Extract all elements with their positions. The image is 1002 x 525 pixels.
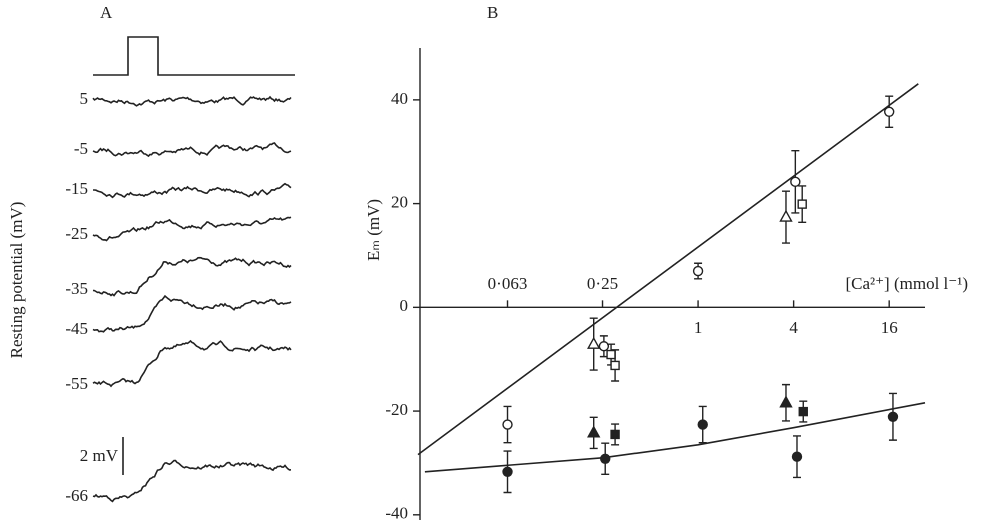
trace-label: -55	[65, 374, 88, 393]
y-tick-label: 40	[391, 89, 408, 108]
marker-triangle	[587, 336, 601, 349]
marker-triangle	[779, 209, 793, 222]
x-axis-label: [Ca²⁺] (mmol l⁻¹)	[845, 274, 968, 293]
scale-bar-label: 2 mV	[80, 446, 119, 465]
marker-circle	[502, 419, 513, 430]
trace-label: 5	[80, 89, 89, 108]
marker-circle	[883, 106, 895, 117]
marker-circle	[692, 265, 704, 277]
panel-letter: A	[100, 3, 113, 22]
marker-circle	[790, 176, 801, 188]
y-tick-label: -20	[385, 400, 408, 419]
trace-label: -25	[65, 224, 88, 243]
trace-label: -35	[65, 279, 88, 298]
x-tick-label: 0·25	[587, 274, 618, 293]
y-tick-label: -40	[385, 504, 408, 523]
marker-square	[798, 406, 808, 417]
marker-square	[606, 349, 616, 360]
trace-label: -66	[65, 486, 88, 505]
trace	[93, 182, 292, 199]
x-tick-label: 1	[694, 318, 703, 337]
x-tick-label: 4	[789, 318, 798, 337]
trace	[92, 294, 292, 333]
trace-label: -45	[65, 319, 88, 338]
marker-circle	[697, 419, 708, 430]
y-axis-label: Eₘ (mV)	[364, 199, 383, 261]
trace	[92, 256, 292, 297]
x-tick-label: 16	[881, 318, 898, 337]
marker-square	[610, 360, 620, 371]
marker-circle	[887, 411, 899, 422]
trace	[92, 95, 292, 107]
y-tick-label: 0	[400, 296, 409, 315]
y-axis-label: Resting potential (mV)	[7, 202, 26, 359]
trace-label: -15	[65, 179, 88, 198]
trace	[92, 216, 292, 242]
marker-circle	[600, 453, 611, 464]
marker-square	[610, 429, 620, 440]
panel-letter: B	[487, 3, 498, 22]
marker-circle	[502, 466, 513, 477]
trace	[92, 459, 292, 503]
x-tick-label: 0·063	[488, 274, 528, 293]
trace	[92, 142, 292, 158]
fit-line	[417, 83, 919, 456]
trace-label: -5	[74, 139, 88, 158]
marker-triangle	[779, 395, 793, 408]
y-tick-label: 20	[391, 193, 408, 212]
fit-line	[424, 402, 926, 473]
stimulus-trace	[93, 36, 295, 76]
trace	[92, 339, 292, 388]
marker-triangle	[587, 425, 601, 438]
marker-circle	[791, 451, 803, 462]
marker-square	[797, 199, 807, 209]
marker-circle	[598, 341, 610, 352]
